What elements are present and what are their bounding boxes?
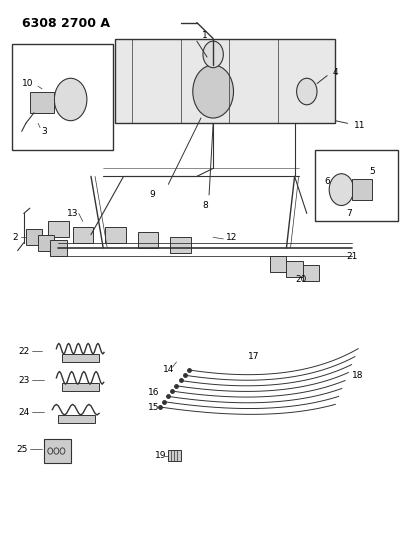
Text: 4: 4 <box>332 68 337 77</box>
Text: 6308 2700 A: 6308 2700 A <box>22 17 110 30</box>
Bar <box>62 354 99 362</box>
Text: 2: 2 <box>13 233 18 242</box>
Bar <box>105 227 125 243</box>
Text: 12: 12 <box>225 233 236 242</box>
Circle shape <box>202 41 223 68</box>
Bar <box>38 235 54 251</box>
Text: 9: 9 <box>149 190 155 199</box>
Text: 3: 3 <box>41 127 47 136</box>
Text: 13: 13 <box>67 209 78 218</box>
Circle shape <box>296 78 316 105</box>
Bar <box>30 92 54 113</box>
Bar <box>26 229 42 245</box>
Text: 19: 19 <box>154 451 166 461</box>
Text: 10: 10 <box>22 79 34 88</box>
Bar <box>50 240 66 256</box>
Bar <box>48 221 68 237</box>
Circle shape <box>54 78 87 120</box>
Text: 16: 16 <box>148 388 160 397</box>
Text: 11: 11 <box>353 122 364 131</box>
Bar <box>44 439 70 463</box>
Text: 25: 25 <box>16 445 28 454</box>
Bar <box>62 383 99 391</box>
Text: 8: 8 <box>202 201 207 210</box>
Bar <box>170 237 190 253</box>
Bar <box>302 265 318 281</box>
Polygon shape <box>115 38 335 123</box>
Text: 18: 18 <box>351 370 362 379</box>
Circle shape <box>192 65 233 118</box>
Text: 23: 23 <box>18 376 30 385</box>
Bar <box>168 450 180 461</box>
Text: 6: 6 <box>324 177 329 186</box>
Bar <box>286 261 302 277</box>
Text: 21: 21 <box>345 253 356 262</box>
Text: 14: 14 <box>162 366 173 374</box>
Text: 5: 5 <box>368 166 374 175</box>
Text: 24: 24 <box>18 408 30 417</box>
Circle shape <box>328 174 353 206</box>
Text: 7: 7 <box>346 209 352 218</box>
Bar <box>137 232 158 248</box>
Text: 17: 17 <box>247 352 259 361</box>
Bar <box>72 227 93 243</box>
Text: 15: 15 <box>148 402 160 411</box>
Text: 1: 1 <box>202 31 207 41</box>
Text: 20: 20 <box>294 275 306 284</box>
Text: 22: 22 <box>18 347 30 356</box>
Bar <box>351 179 371 200</box>
Bar <box>270 256 286 272</box>
Bar <box>58 415 95 423</box>
